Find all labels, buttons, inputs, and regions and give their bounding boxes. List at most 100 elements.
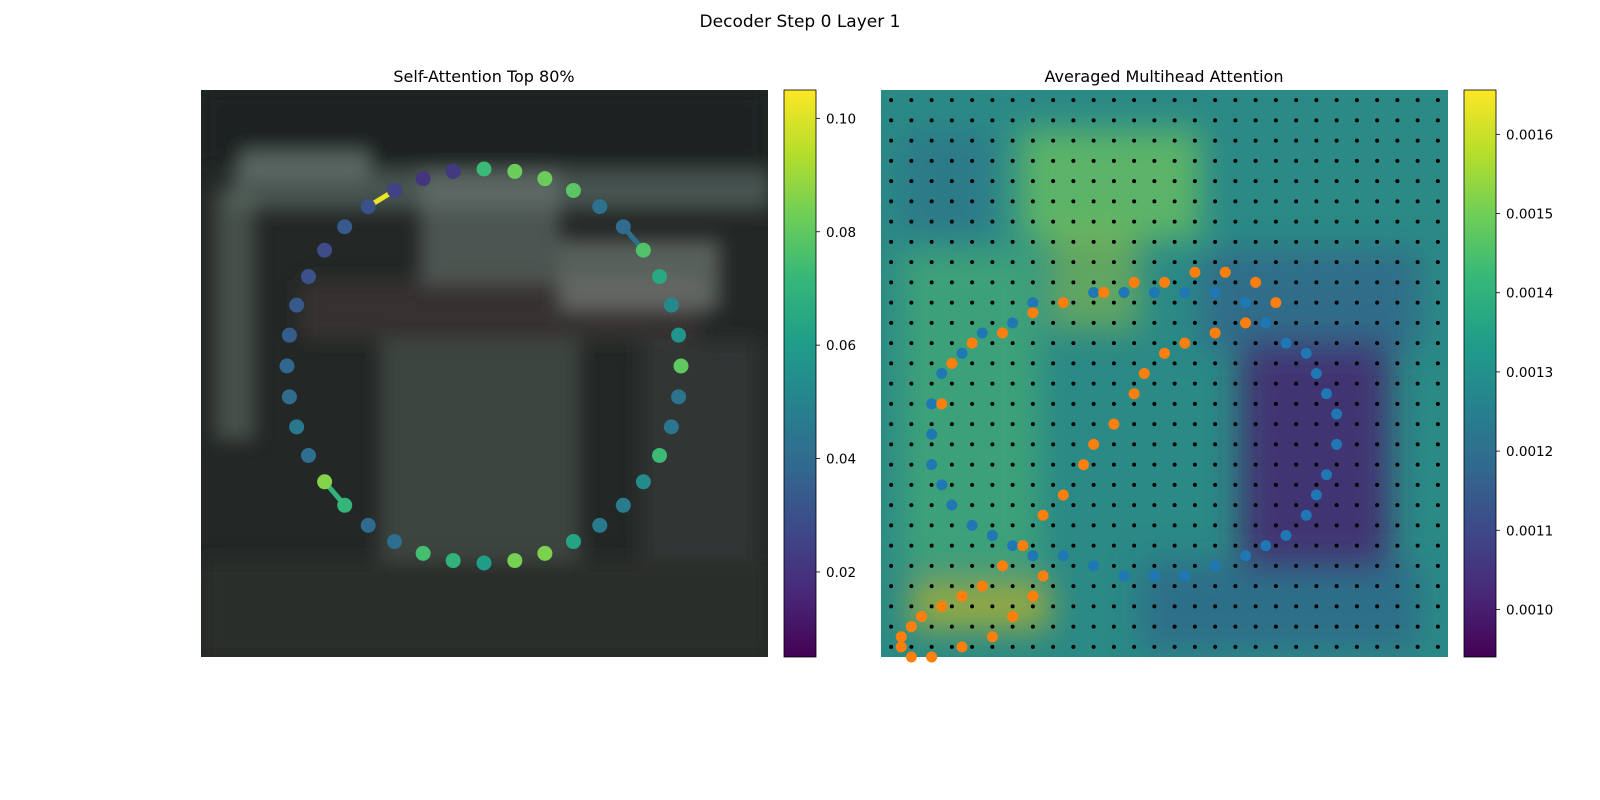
grid-dot — [1273, 219, 1278, 224]
grid-dot — [889, 584, 894, 589]
grid-dot — [1010, 300, 1015, 305]
grid-dot — [1152, 401, 1157, 406]
grid-dot — [1334, 320, 1339, 325]
grid-dot — [1253, 503, 1258, 508]
grid-dot — [1415, 260, 1420, 265]
grid-dot — [970, 98, 975, 103]
grid-dot — [990, 523, 995, 528]
grid-dot — [970, 300, 975, 305]
grid-dot — [889, 604, 894, 609]
grid-dot — [1111, 401, 1116, 406]
grid-dot — [1172, 624, 1177, 629]
grid-dot — [1172, 644, 1177, 649]
grid-dot — [1172, 320, 1177, 325]
grid-dot — [1091, 300, 1096, 305]
grid-dot — [1375, 361, 1380, 366]
grid-dot — [1172, 543, 1177, 548]
grid-dot — [1030, 442, 1035, 447]
grid-dot — [1111, 219, 1116, 224]
grid-dot — [1192, 624, 1197, 629]
grid-dot — [1253, 644, 1258, 649]
grid-dot — [1192, 118, 1197, 123]
grid-dot — [909, 320, 914, 325]
grid-dot — [1435, 462, 1440, 467]
grid-dot — [1435, 563, 1440, 568]
grid-dot — [1213, 260, 1218, 265]
grid-dot — [1253, 118, 1258, 123]
grid-dot — [929, 563, 934, 568]
grid-dot — [1132, 563, 1137, 568]
grid-dot — [929, 260, 934, 265]
grid-dot — [1395, 341, 1400, 346]
grid-dot — [1091, 199, 1096, 204]
series-point — [956, 641, 968, 653]
grid-dot — [1172, 199, 1177, 204]
grid-dot — [1010, 199, 1015, 204]
series-point — [936, 600, 948, 612]
grid-dot — [1071, 482, 1076, 487]
grid-dot — [1213, 179, 1218, 184]
series-point — [1037, 509, 1049, 521]
grid-dot — [1172, 280, 1177, 285]
grid-dot — [1213, 482, 1218, 487]
grid-dot — [929, 179, 934, 184]
grid-dot — [1091, 422, 1096, 427]
grid-dot — [909, 381, 914, 386]
grid-dot — [1192, 543, 1197, 548]
grid-dot — [909, 239, 914, 244]
grid-dot — [1375, 98, 1380, 103]
grid-dot — [949, 138, 954, 143]
grid-dot — [1213, 604, 1218, 609]
grid-dot — [1395, 98, 1400, 103]
grid-dot — [970, 624, 975, 629]
series-point — [1179, 337, 1191, 349]
grid-dot — [1111, 320, 1116, 325]
grid-dot — [1294, 260, 1299, 265]
grid-dot — [1233, 341, 1238, 346]
series-point — [1260, 317, 1272, 329]
grid-dot — [1152, 584, 1157, 589]
grid-dot — [1213, 219, 1218, 224]
series-point — [1057, 550, 1069, 562]
grid-dot — [1010, 503, 1015, 508]
grid-dot — [970, 179, 975, 184]
grid-dot — [1273, 341, 1278, 346]
grid-dot — [949, 563, 954, 568]
grid-dot — [1233, 401, 1238, 406]
grid-dot — [1435, 422, 1440, 427]
grid-dot — [1071, 219, 1076, 224]
series-point — [1260, 540, 1272, 552]
right-colorbar-tick-label: 0.0010 — [1506, 602, 1553, 618]
grid-dot — [990, 624, 995, 629]
grid-dot — [1091, 320, 1096, 325]
grid-dot — [990, 300, 995, 305]
grid-dot — [1314, 280, 1319, 285]
grid-dot — [1213, 584, 1218, 589]
grid-dot — [1435, 503, 1440, 508]
grid-dot — [1273, 158, 1278, 163]
grid-dot — [889, 280, 894, 285]
grid-dot — [909, 158, 914, 163]
grid-dot — [1354, 401, 1359, 406]
grid-dot — [929, 624, 934, 629]
grid-dot — [970, 158, 975, 163]
grid-dot — [909, 543, 914, 548]
grid-dot — [1294, 523, 1299, 528]
grid-dot — [1395, 401, 1400, 406]
grid-dot — [1253, 584, 1258, 589]
grid-dot — [929, 604, 934, 609]
grid-dot — [1253, 219, 1258, 224]
left-colorbar-tick-label: 0.10 — [826, 111, 856, 127]
grid-dot — [990, 422, 995, 427]
series-point — [997, 560, 1008, 572]
grid-dot — [1233, 381, 1238, 386]
grid-dot — [1354, 543, 1359, 548]
grid-dot — [1030, 199, 1035, 204]
grid-dot — [1030, 341, 1035, 346]
series-point — [1159, 276, 1170, 288]
attention-point — [476, 555, 492, 571]
grid-dot — [1415, 179, 1420, 184]
grid-dot — [1071, 118, 1076, 123]
grid-dot — [970, 381, 975, 386]
grid-dot — [1152, 260, 1157, 265]
